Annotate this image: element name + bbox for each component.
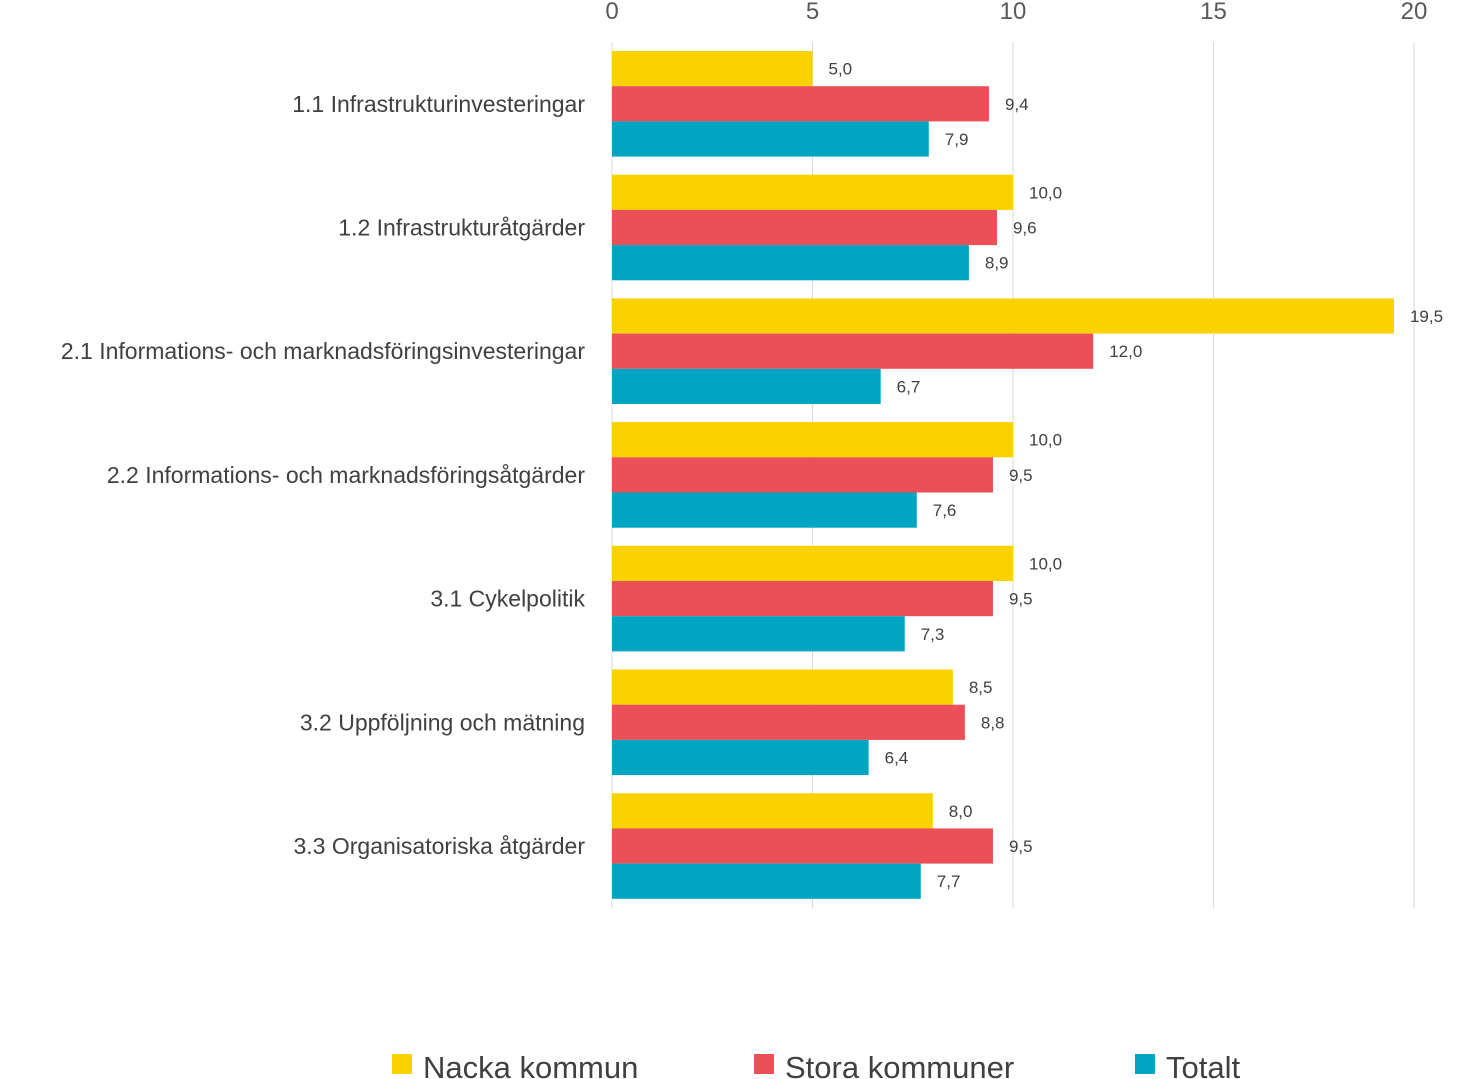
data-label: 7,7 [937,872,961,891]
bar [612,492,917,528]
data-label: 12,0 [1109,342,1142,361]
data-label: 8,8 [981,713,1005,732]
data-label: 8,0 [949,802,973,821]
category-label: 2.2 Informations- och marknadsföringsåtg… [107,462,585,488]
bar [612,863,921,899]
bar [612,828,993,864]
bar [612,86,989,122]
x-tick-label: 0 [605,0,618,25]
data-label: 8,9 [985,254,1009,273]
bar [612,209,997,246]
data-label: 5,0 [829,60,853,79]
legend-swatch [1135,1054,1155,1074]
bar [612,368,881,404]
data-label: 10,0 [1029,554,1062,573]
category-label: 1.2 Infrastrukturåtgärder [338,215,585,241]
legend-label: Stora kommuner [785,1050,1014,1079]
bar [612,121,929,157]
data-label: 6,4 [885,749,909,768]
data-label: 9,5 [1009,837,1033,856]
bar [612,298,1394,334]
data-label: 19,5 [1410,307,1443,326]
data-label: 10,0 [1029,431,1062,450]
x-tick-label: 15 [1200,0,1227,25]
bar [612,333,1094,369]
data-label: 9,4 [1005,95,1029,114]
x-tick-label: 5 [806,0,819,25]
category-label: 3.2 Uppföljning och mätning [300,709,585,735]
x-tick-label: 20 [1401,0,1428,25]
bar [612,669,953,705]
bar [612,545,1013,581]
legend-swatch [754,1054,774,1074]
category-label: 3.1 Cykelpolitik [430,586,585,612]
category-label: 2.1 Informations- och marknadsföringsinv… [61,338,585,364]
data-label: 10,0 [1029,183,1062,202]
bar [612,616,905,652]
data-label: 9,6 [1013,219,1037,238]
data-label: 9,5 [1009,590,1033,609]
data-label: 7,6 [933,501,957,520]
data-label: 7,3 [921,625,945,644]
data-label: 9,5 [1009,466,1033,485]
category-label: 1.1 Infrastrukturinvesteringar [292,91,585,117]
bar [612,174,1013,210]
bar [612,422,1013,458]
x-tick-label: 10 [1000,0,1027,25]
bar [612,245,969,281]
bar [612,581,993,617]
legend-label: Nacka kommun [423,1050,638,1079]
category-label: 3.3 Organisatoriska åtgärder [294,833,586,859]
data-label: 6,7 [897,377,921,396]
legend-swatch [392,1054,412,1074]
bar [612,739,869,776]
legend-label: Totalt [1166,1050,1240,1079]
data-label: 8,5 [969,678,993,697]
bar [612,704,965,740]
bar [612,793,933,829]
bar [612,457,993,493]
data-label: 7,9 [945,130,969,149]
bar [612,51,813,87]
